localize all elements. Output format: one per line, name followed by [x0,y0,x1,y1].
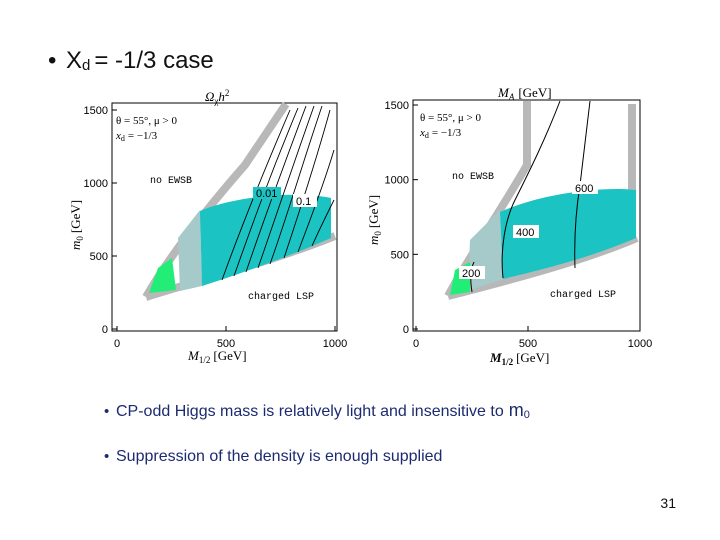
x-unit: [GeV] [516,350,549,365]
x-axis-label: M1/2 [GeV] [187,348,247,365]
x-tick-label: 500 [217,338,235,350]
param-sub: d [425,131,429,140]
teal-region [200,194,331,286]
label-bg [513,225,539,238]
green-region [149,258,176,293]
slide-title: Xd = -1/3 case [66,47,214,74]
y-tick-label: 1500 [385,100,409,112]
y-symbol: m [68,241,83,250]
contour-label: 400 [516,227,534,239]
label-bg [572,181,598,194]
bullet-mark: • [104,403,109,420]
param-line: xd = −1/3 [419,127,462,140]
param-symbol: x [115,130,121,142]
top-symbol: M [497,85,510,100]
label-bg [293,194,317,207]
x-tick-label: 0 [114,338,120,350]
title-bullet: • [48,47,56,74]
bullet-mark: • [104,448,109,465]
y-tick-label: 500 [391,249,409,261]
top-label: MA [GeV] [497,85,552,102]
y-symbol: m [366,236,381,245]
contour [311,199,335,247]
y-tick-label: 0 [403,324,409,336]
label-bg [459,266,485,279]
top-unit: [GeV] [518,85,551,100]
bullet-body: CP-odd Higgs mass is relatively light an… [116,403,504,420]
x-tick-label: 500 [519,338,537,350]
teal-region [500,188,636,279]
region-label: no EWSB [150,176,192,187]
region-label: no EWSB [452,172,494,183]
x-tick-label: 1000 [323,338,347,350]
x-tick-label: 0 [413,338,419,350]
y-tick-label: 1500 [84,105,108,117]
y-axis-label: m0 [GeV] [366,195,383,245]
plot-2: θ = 55°, μ > 0 xd = −1/3 no EWSB charged … [366,85,641,367]
bullet-text: CP-odd Higgs mass is relatively light an… [116,400,530,421]
grey-region [178,210,202,291]
param-value: = −1/3 [432,127,462,139]
top-symbol: Ω [205,89,214,104]
contour-label: 200 [462,268,480,280]
param-value: = −1/3 [128,130,158,142]
contour [283,109,331,259]
x-axis-label: M1/2 [GeV] [489,350,549,367]
y-tick-label: 500 [90,251,108,263]
y-sub: 0 [373,231,383,236]
boundary-band [447,234,639,300]
param-line: θ = 55°, μ > 0 [116,115,177,127]
y-unit: [GeV] [366,195,381,228]
top-sub: χ [213,96,218,106]
x-unit: [GeV] [213,348,246,363]
bullet-sub: 0 [524,409,530,421]
contour [221,109,291,281]
contour [501,100,561,279]
contour-label: 0.01 [256,188,277,200]
label-bg [253,187,281,199]
y-sub: 0 [75,236,85,241]
param-sub: d [121,134,125,143]
x-sub: 1/2 [199,355,211,365]
y-axis-label: m0 [GeV] [68,200,85,250]
region-label: charged LSP [248,291,314,303]
plot-1: θ = 55°, μ > 0 xd = −1/3 no EWSB charged … [68,88,338,365]
x-symbol: M [187,348,200,363]
y-tick-label: 1000 [84,178,108,190]
x-tick-label: 1000 [628,338,652,350]
bullet-text: Suppression of the density is enough sup… [116,448,442,465]
param-line: xd = −1/3 [115,130,158,143]
title-sub: d [82,57,90,74]
bullet-symbol: m [509,400,524,420]
contour [269,105,323,265]
top-rest: h [218,89,225,104]
contour-label: 0.1 [296,196,311,208]
x-symbol: M [489,350,502,365]
param-line: θ = 55°, μ > 0 [420,112,481,124]
title-rest: = -1/3 case [94,47,213,74]
y-tick-label: 0 [102,324,108,336]
top-label: Ωχh2 [205,88,229,106]
y-unit: [GeV] [68,200,83,233]
contour-label: 600 [575,183,593,195]
top-sup: 2 [225,88,230,98]
top-sub: A [508,92,515,102]
page-number: 31 [660,495,676,511]
param-symbol: x [419,127,425,139]
region-label: charged LSP [550,289,616,301]
contour [257,105,315,269]
x-sub: 1/2 [502,357,514,367]
title-main: X [66,47,82,74]
y-tick-label: 1000 [385,175,409,187]
